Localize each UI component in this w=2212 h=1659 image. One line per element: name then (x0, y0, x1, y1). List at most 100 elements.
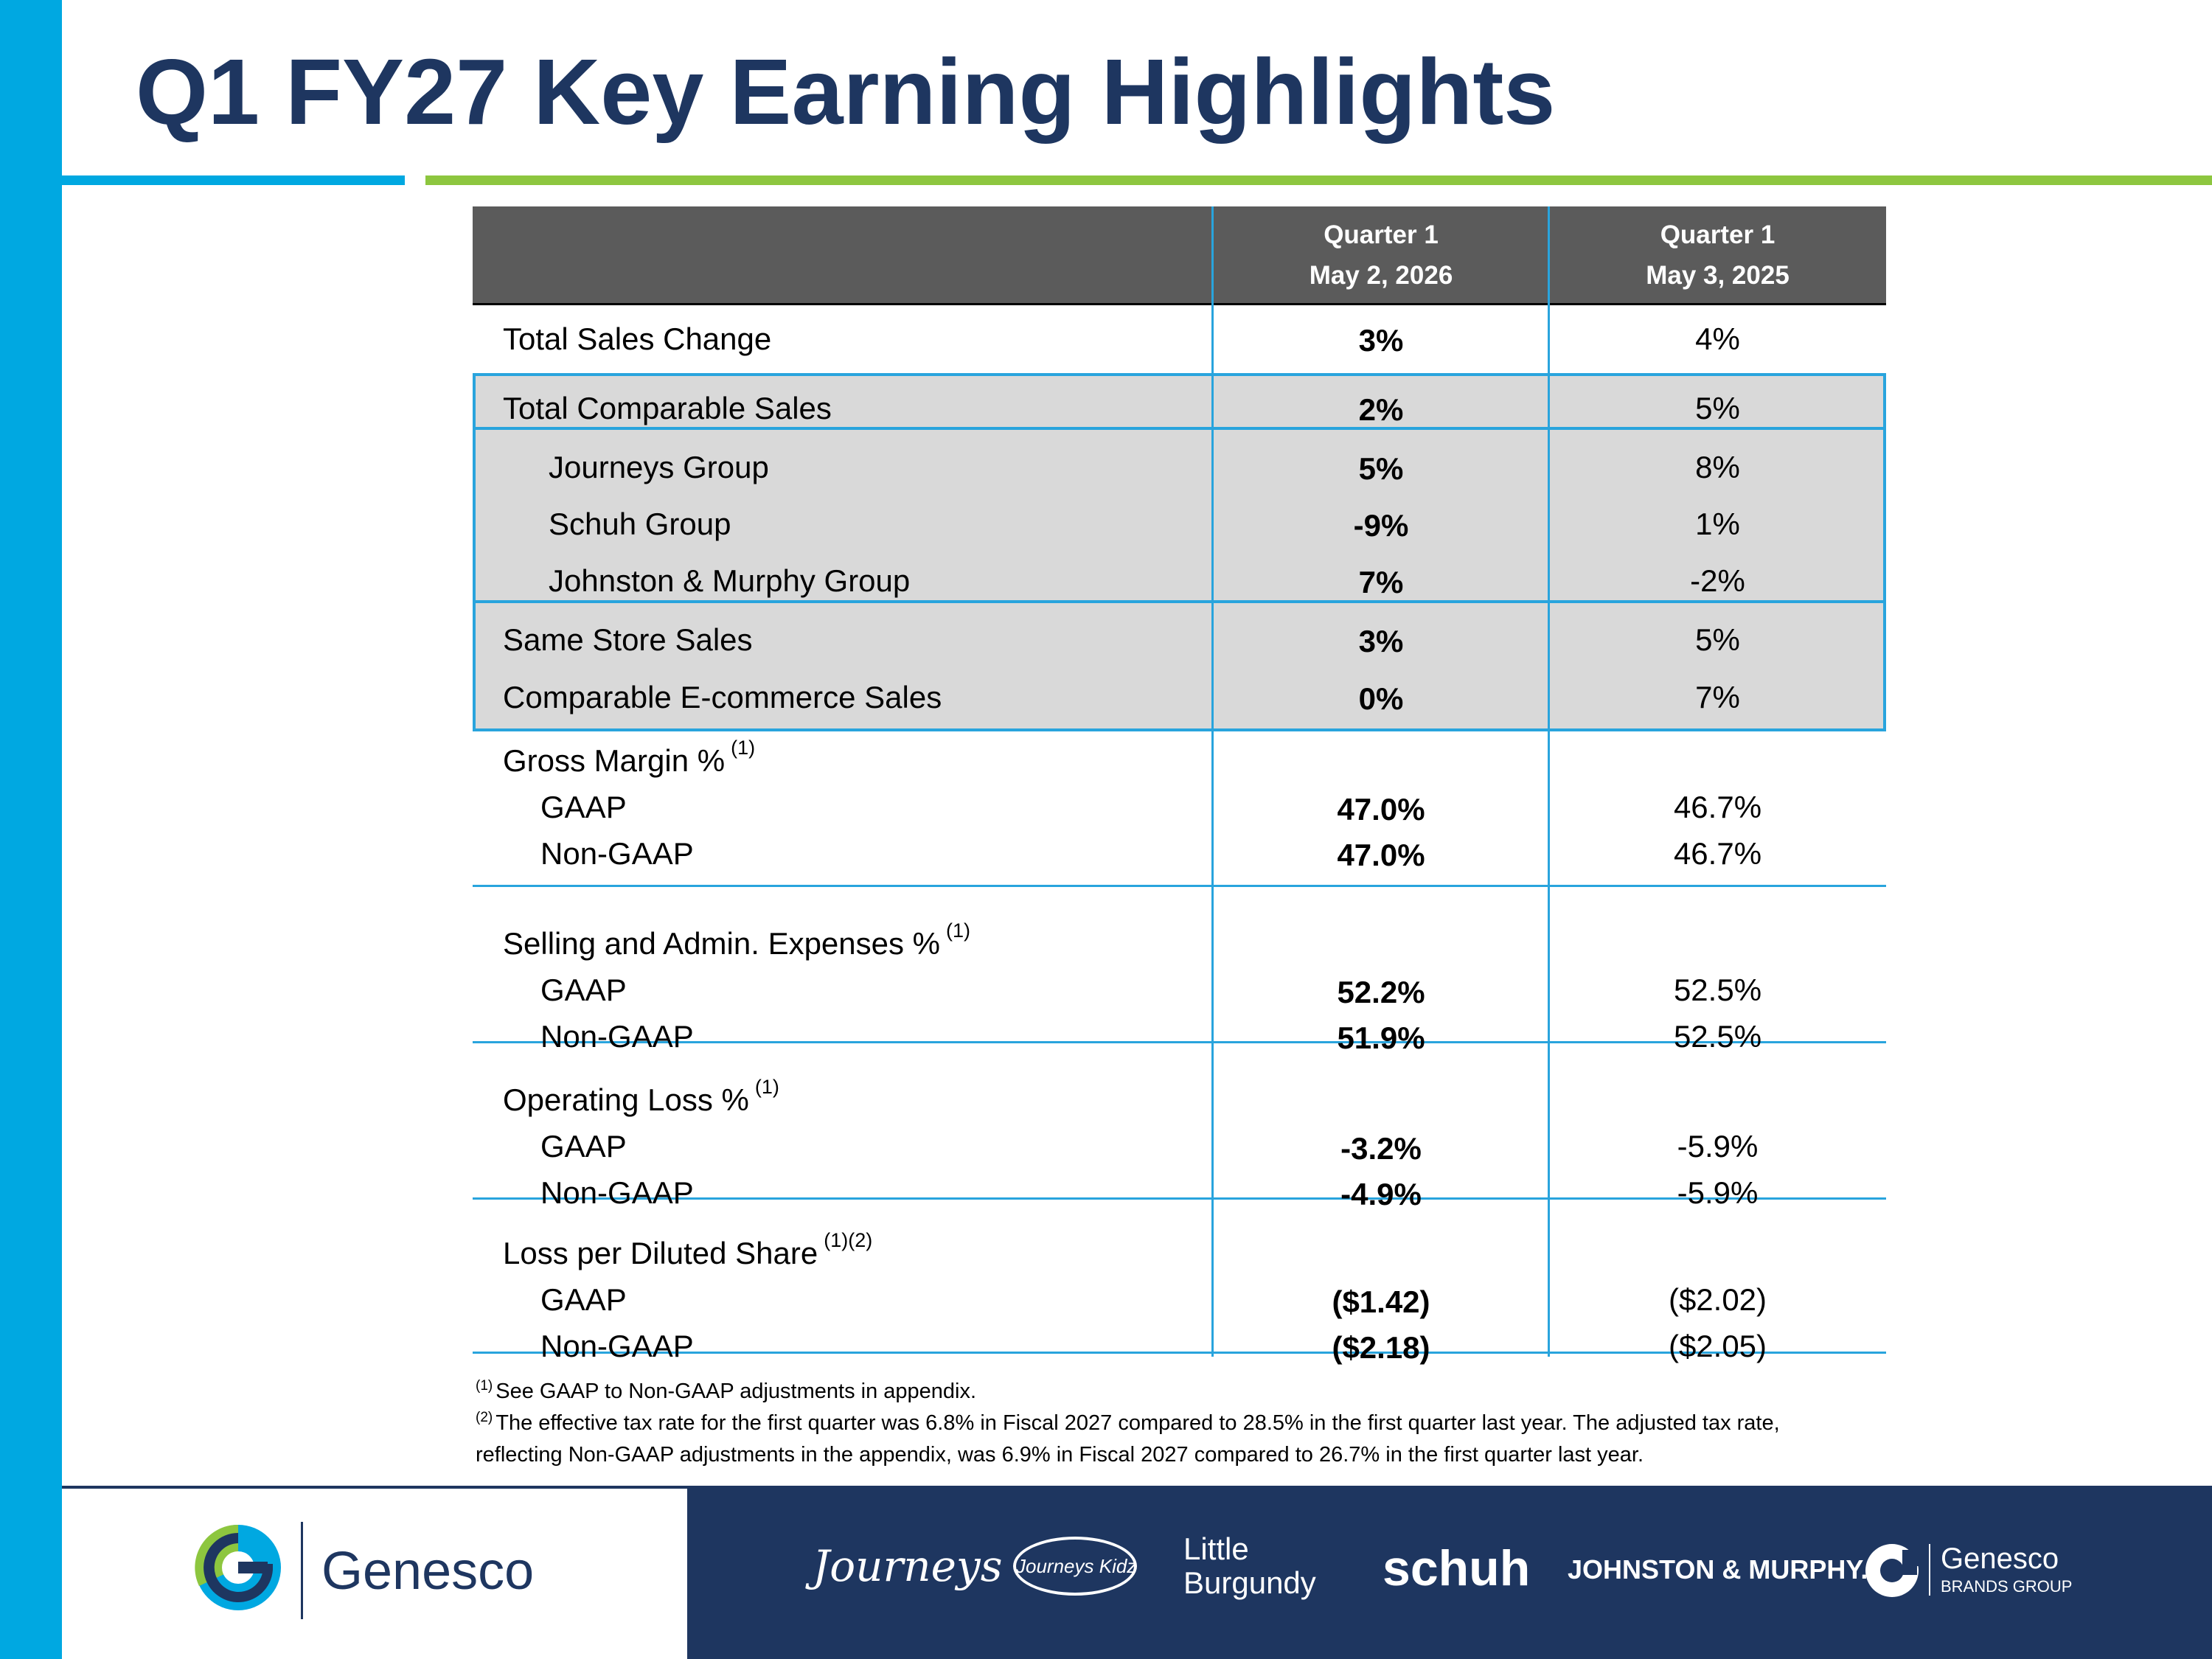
footnote-ref: (1)(2) (824, 1229, 873, 1251)
left-accent-bar (0, 0, 62, 1659)
nongaap-value-current: -4.9% (1340, 1177, 1422, 1211)
footnote-ref: (1) (731, 737, 756, 759)
row-value-prior: 8% (1695, 450, 1740, 484)
nongaap-value-prior: 52.5% (1673, 1019, 1762, 1054)
footer-logo-area (62, 1486, 687, 1659)
table-header: Quarter 1 May 2, 2026 Quarter 1 May 3, 2… (473, 206, 1886, 305)
row-divider (473, 1352, 1886, 1354)
genesco-brands-divider (1929, 1544, 1930, 1596)
footnote-2: (2) The effective tax rate for the first … (476, 1408, 1862, 1471)
footnote-text: The effective tax rate for the first qua… (476, 1411, 1780, 1467)
column-divider-1 (1211, 206, 1214, 1357)
footer-brands-band (687, 1486, 2212, 1659)
gaap-label: GAAP (540, 1129, 627, 1164)
gaap-value-prior: ($2.02) (1668, 1282, 1767, 1317)
row-divider (473, 1197, 1886, 1200)
header-current-quarter-date: May 2, 2026 (1309, 261, 1453, 290)
journeys-kidz-logo: Journeys Kidz (1013, 1537, 1137, 1596)
genesco-brands-sub: BRANDS GROUP (1941, 1577, 2073, 1596)
row-label: Total Comparable Sales (503, 391, 832, 425)
row-value-current: 2% (1358, 392, 1404, 427)
gaap-value-current: 47.0% (1337, 792, 1425, 827)
nongaap-value-current: 51.9% (1337, 1020, 1425, 1055)
footnote-text: See GAAP to Non-GAAP adjustments in appe… (495, 1380, 977, 1403)
group-label: Selling and Admin. Expenses % (1) (503, 919, 971, 966)
little-burgundy-logo: Little Burgundy (1183, 1532, 1316, 1600)
nongaap-value-prior: 46.7% (1673, 836, 1762, 871)
row-value-prior: 5% (1695, 622, 1740, 657)
group-label-text: Loss per Diluted Share (503, 1236, 818, 1270)
nongaap-value-prior: ($2.05) (1668, 1329, 1767, 1363)
title-rule-green (425, 175, 2212, 185)
gaap-value-current: 52.2% (1337, 975, 1425, 1009)
row-label: Johnston & Murphy Group (549, 563, 911, 598)
header-current-quarter: Quarter 1 May 2, 2026 (1213, 206, 1549, 303)
header-prior-quarter-date: May 3, 2025 (1646, 261, 1790, 290)
header-prior-quarter-label: Quarter 1 (1660, 220, 1775, 249)
johnston-murphy-logo: JOHNSTON & MURPHY. (1568, 1554, 1868, 1585)
store-ecommerce-shade (473, 600, 1886, 731)
genesco-brands-name: Genesco (1941, 1543, 2059, 1575)
nongaap-label: Non-GAAP (540, 1019, 694, 1054)
nongaap-label: Non-GAAP (540, 1329, 694, 1363)
header-current-quarter-label: Quarter 1 (1324, 220, 1439, 249)
footnotes: (1) See GAAP to Non-GAAP adjustments in a… (476, 1376, 1862, 1471)
group-label-text: Operating Loss % (503, 1082, 749, 1117)
title-rule-blue (62, 175, 405, 185)
gaap-value-prior: 52.5% (1673, 973, 1762, 1007)
comparable-sales-shade (473, 373, 1886, 430)
footnote-ref: (1) (946, 919, 971, 942)
row-label: Same Store Sales (503, 622, 753, 657)
row-value-current: 3% (1358, 323, 1404, 358)
footnote-mark: (1) (476, 1378, 493, 1394)
comparable-groups-shade (473, 427, 1886, 603)
footer-logo-divider (301, 1522, 303, 1619)
nongaap-value-current: 47.0% (1337, 838, 1425, 872)
page-title: Q1 FY27 Key Earning Highlights (136, 40, 1556, 144)
footnote-1: (1) See GAAP to Non-GAAP adjustments in a… (476, 1376, 1862, 1408)
column-divider-2 (1548, 206, 1550, 1357)
row-divider (473, 885, 1886, 887)
group-label: Operating Loss % (1) (503, 1076, 779, 1122)
genesco-brands-g-icon (1865, 1544, 1920, 1597)
row-value-prior: 1% (1695, 507, 1740, 541)
row-value-current: 3% (1358, 624, 1404, 658)
company-name: Genesco (321, 1542, 535, 1601)
gaap-value-prior: 46.7% (1673, 790, 1762, 824)
gaap-value-prior: -5.9% (1677, 1129, 1759, 1164)
gaap-value-current: -3.2% (1340, 1131, 1422, 1166)
group-label-text: Selling and Admin. Expenses % (503, 926, 941, 961)
group-label-text: Gross Margin % (503, 743, 726, 778)
row-value-prior: 5% (1695, 391, 1740, 425)
gaap-value-current: ($1.42) (1332, 1284, 1430, 1319)
row-value-prior: -2% (1690, 563, 1745, 598)
gaap-label: GAAP (540, 790, 627, 824)
gaap-label: GAAP (540, 1282, 627, 1317)
row-value-prior: 7% (1695, 680, 1740, 714)
group-label: Gross Margin % (1) (503, 737, 756, 783)
little-burgundy-line1: Little (1183, 1531, 1249, 1566)
row-label: Total Sales Change (503, 321, 772, 356)
row-value-prior: 4% (1695, 321, 1740, 356)
row-divider (473, 1041, 1886, 1043)
little-burgundy-line2: Burgundy (1183, 1565, 1316, 1600)
header-prior-quarter: Quarter 1 May 3, 2025 (1549, 206, 1886, 303)
row-value-current: 5% (1358, 451, 1404, 486)
footnote-mark: (2) (476, 1410, 493, 1425)
journeys-logo: Journeys (813, 1541, 1003, 1591)
nongaap-value-prior: -5.9% (1677, 1175, 1759, 1210)
footnote-ref: (1) (754, 1076, 779, 1098)
gaap-label: GAAP (540, 973, 627, 1007)
schuh-logo: schuh (1382, 1540, 1531, 1596)
row-label: Comparable E-commerce Sales (503, 680, 942, 714)
row-value-current: 7% (1358, 565, 1404, 599)
row-label: Schuh Group (549, 507, 731, 541)
nongaap-value-current: ($2.18) (1332, 1330, 1430, 1365)
row-value-current: -9% (1353, 508, 1409, 543)
nongaap-label: Non-GAAP (540, 1175, 694, 1210)
row-label: Journeys Group (549, 450, 769, 484)
group-label: Loss per Diluted Share (1)(2) (503, 1229, 873, 1276)
row-value-current: 0% (1358, 681, 1404, 716)
nongaap-label: Non-GAAP (540, 836, 694, 871)
genesco-g-logo-icon (195, 1524, 281, 1610)
